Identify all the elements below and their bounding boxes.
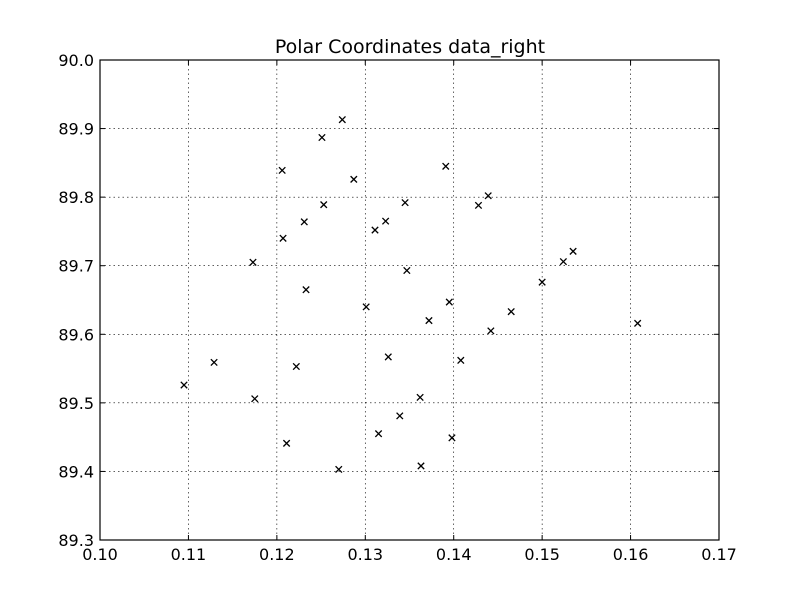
x-tick-label: 0.17 [701,545,737,564]
data-point [633,319,642,327]
data-point [292,362,300,371]
data-point [282,439,291,447]
data-point [374,430,383,438]
data-point [538,278,546,286]
data-point [350,175,358,183]
data-point [180,381,188,389]
x-tick-label: 0.10 [82,545,118,564]
x-tick-label: 0.13 [347,545,383,564]
data-point [445,298,453,306]
data-point [318,133,326,142]
data-point [381,217,390,225]
data-point [417,462,425,470]
data-point [320,201,328,209]
data-point [401,198,409,207]
y-tick-label: 89.4 [58,462,94,481]
data-point [249,258,257,266]
data-point [448,434,456,442]
data-point [507,307,515,316]
data-point [403,266,411,275]
data-point [362,303,370,311]
grid-lines [100,60,719,540]
data-point [484,192,492,200]
y-tick-labels: 89.3 89.4 89.5 89.6 89.7 89.8 89.9 90.0 [58,51,94,550]
data-point [474,201,483,210]
data-point [279,234,287,242]
data-point [416,393,424,402]
data-point [371,226,379,234]
data-point [559,257,568,266]
data-points [180,115,642,474]
chart-title: Polar Coordinates data_right [275,36,545,58]
y-tick-label: 89.9 [58,120,94,139]
data-point [210,358,218,367]
data-point [487,327,495,335]
y-tick-label: 90.0 [58,51,94,70]
data-point [384,353,392,361]
x-tick-labels: 0.10 0.11 0.12 0.13 0.14 0.15 0.16 0.17 [82,545,737,564]
data-point [569,247,577,255]
data-point [335,465,343,474]
y-tick-label: 89.6 [58,325,94,344]
data-point [442,162,450,170]
plot-frame [99,59,720,541]
x-tick-label: 0.11 [171,545,207,564]
data-point [302,286,310,294]
y-tick-label: 89.8 [58,188,94,207]
data-point [457,356,465,365]
x-tick-label: 0.15 [524,545,560,564]
y-tick-label: 89.7 [58,257,94,276]
data-point [425,316,433,325]
data-point [396,412,404,420]
data-point [338,115,346,124]
data-point [278,166,286,175]
y-tick-label: 89.3 [58,531,94,550]
x-tick-label: 0.14 [436,545,472,564]
y-tick-label: 89.5 [58,394,94,413]
data-point [251,395,259,403]
data-point [300,218,308,226]
x-tick-label: 0.16 [613,545,649,564]
x-tick-label: 0.12 [259,545,295,564]
